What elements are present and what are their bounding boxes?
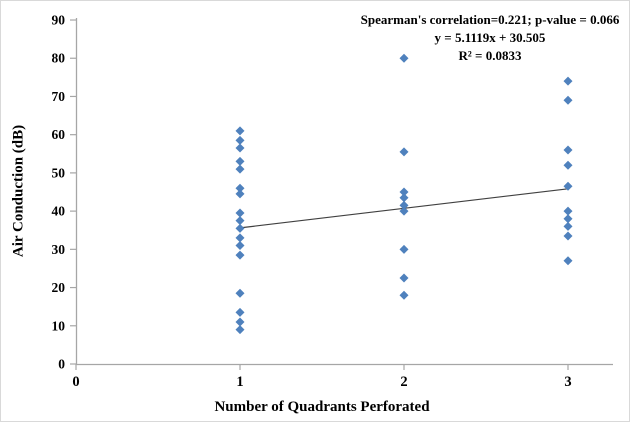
data-point (235, 250, 245, 260)
data-point (563, 214, 573, 224)
data-point (235, 233, 245, 243)
data-point (563, 231, 573, 241)
data-point (235, 126, 245, 136)
data-point (235, 189, 245, 199)
y-tick-label: 80 (52, 51, 66, 66)
data-point (563, 95, 573, 105)
y-tick-label: 20 (52, 280, 66, 295)
data-point (563, 206, 573, 216)
data-point (235, 183, 245, 193)
x-tick-label: 0 (72, 374, 79, 390)
y-tick-label: 10 (52, 318, 66, 333)
data-point (235, 164, 245, 174)
x-tick-label: 2 (400, 374, 407, 390)
x-axis-title: Number of Quadrants Perforated (214, 399, 430, 415)
data-point (563, 221, 573, 231)
data-point (563, 160, 573, 170)
annotation-correlation: Spearman's correlation=0.221; p-value = … (360, 12, 620, 27)
y-tick-label: 40 (52, 204, 66, 219)
y-tick-label: 0 (58, 357, 65, 372)
y-tick-label: 60 (52, 127, 66, 142)
data-point (563, 145, 573, 155)
data-point (563, 181, 573, 191)
x-tick-label: 1 (236, 374, 243, 390)
data-point (235, 317, 245, 327)
data-point (235, 135, 245, 145)
data-point (235, 156, 245, 166)
data-point (235, 223, 245, 233)
data-point (399, 147, 409, 157)
y-tick-label: 30 (52, 242, 66, 257)
data-point (235, 143, 245, 153)
data-point (235, 288, 245, 298)
data-point (399, 200, 409, 210)
annotation-r-squared: R² = 0.0833 (458, 48, 522, 63)
data-point (235, 325, 245, 335)
y-axis-title: Air Conduction (dB) (10, 124, 27, 258)
chart-annotation: Spearman's correlation=0.221; p-value = … (335, 11, 629, 65)
data-point (399, 206, 409, 216)
data-point (399, 193, 409, 203)
data-point (235, 216, 245, 226)
y-tick-label: 90 (52, 13, 66, 28)
y-tick-label: 70 (52, 89, 66, 104)
y-tick-label: 50 (52, 165, 66, 180)
data-point (235, 208, 245, 218)
data-point (235, 241, 245, 251)
data-point (563, 256, 573, 266)
data-point (235, 307, 245, 317)
data-point (399, 244, 409, 254)
x-tick-label: 3 (564, 374, 571, 390)
annotation-equation: y = 5.1119x + 30.505 (434, 30, 546, 45)
data-point (399, 290, 409, 300)
data-point (399, 53, 409, 63)
data-point (399, 187, 409, 197)
data-point (563, 76, 573, 86)
data-point (399, 273, 409, 283)
